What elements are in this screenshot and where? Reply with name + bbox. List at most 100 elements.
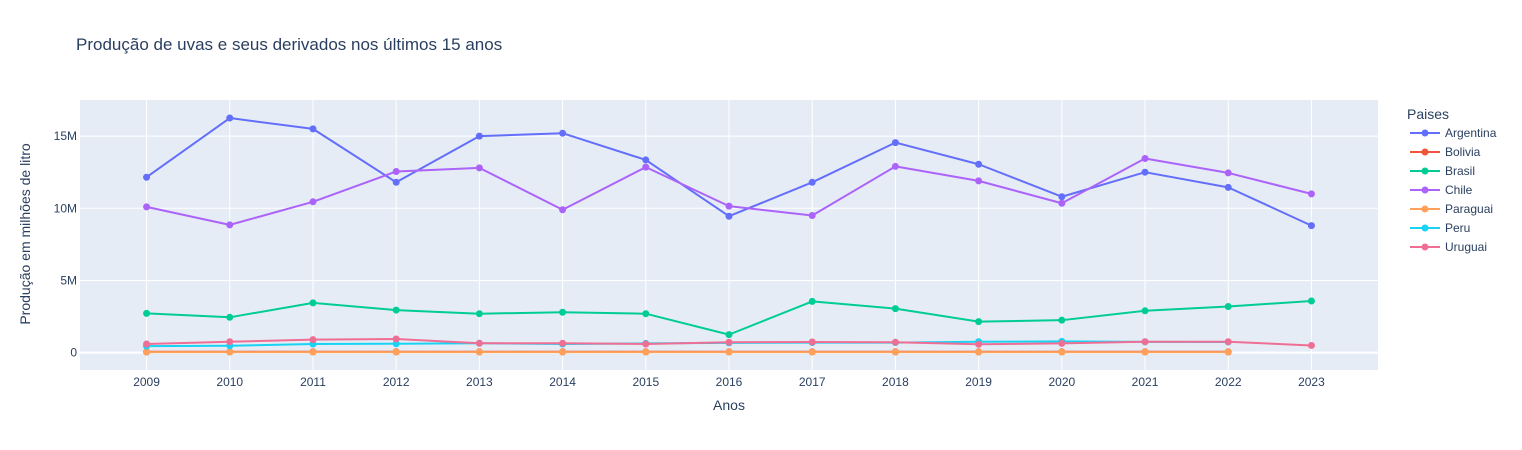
- data-point[interactable]: [143, 173, 151, 181]
- data-point[interactable]: [725, 348, 733, 356]
- data-point[interactable]: [725, 212, 733, 220]
- data-point[interactable]: [1224, 302, 1232, 310]
- data-point[interactable]: [1058, 348, 1066, 356]
- legend-marker-icon: [1421, 148, 1429, 156]
- chart-title: Produção de uvas e seus derivados nos úl…: [76, 35, 502, 54]
- data-point[interactable]: [309, 336, 317, 344]
- data-point[interactable]: [808, 212, 816, 220]
- data-point[interactable]: [226, 348, 234, 356]
- data-point[interactable]: [559, 308, 567, 316]
- data-point[interactable]: [226, 313, 234, 321]
- data-point[interactable]: [1058, 339, 1066, 347]
- legend-item-chile[interactable]: Chile: [1410, 183, 1473, 197]
- data-point[interactable]: [309, 299, 317, 307]
- y-axis-title: Produção em milhões de litro: [17, 143, 33, 325]
- data-point[interactable]: [392, 335, 400, 343]
- data-point[interactable]: [1141, 154, 1149, 162]
- data-point[interactable]: [975, 348, 983, 356]
- data-point[interactable]: [1224, 169, 1232, 177]
- data-point[interactable]: [1307, 190, 1315, 198]
- data-point[interactable]: [808, 348, 816, 356]
- data-point[interactable]: [475, 310, 483, 318]
- legend-item-bolivia[interactable]: Bolivia: [1410, 145, 1481, 159]
- x-tick-labels: 2009 2010 2011 2012 2013 2014 2015 2016 2017 2018…: [133, 375, 1325, 389]
- data-point[interactable]: [891, 139, 899, 147]
- data-point[interactable]: [226, 114, 234, 122]
- data-point[interactable]: [975, 340, 983, 348]
- y-tick-label: 15M: [54, 129, 77, 143]
- data-point[interactable]: [1307, 222, 1315, 230]
- data-point[interactable]: [392, 167, 400, 175]
- data-point[interactable]: [725, 338, 733, 346]
- data-point[interactable]: [1141, 338, 1149, 346]
- data-point[interactable]: [1141, 168, 1149, 176]
- data-point[interactable]: [642, 340, 650, 348]
- data-point[interactable]: [642, 348, 650, 356]
- legend-item-paraguai[interactable]: Paraguai: [1410, 202, 1493, 216]
- data-point[interactable]: [143, 309, 151, 317]
- legend-item-uruguai[interactable]: Uruguai: [1410, 240, 1487, 254]
- data-point[interactable]: [559, 339, 567, 347]
- legend-marker-icon: [1421, 205, 1429, 213]
- data-point[interactable]: [975, 318, 983, 326]
- data-point[interactable]: [725, 331, 733, 339]
- x-tick-label: 2020: [1048, 375, 1075, 389]
- data-point[interactable]: [559, 348, 567, 356]
- legend-items[interactable]: Argentina Bolivia Brasil Chile Paraguai Peru U…: [1410, 126, 1497, 254]
- data-point[interactable]: [891, 348, 899, 356]
- data-point[interactable]: [309, 125, 317, 133]
- data-point[interactable]: [392, 348, 400, 356]
- data-point[interactable]: [1224, 183, 1232, 191]
- data-point[interactable]: [392, 306, 400, 314]
- data-point[interactable]: [1307, 341, 1315, 349]
- legend-item-argentina[interactable]: Argentina: [1410, 126, 1497, 140]
- data-point[interactable]: [559, 206, 567, 214]
- data-point[interactable]: [475, 132, 483, 140]
- x-tick-label: 2019: [965, 375, 992, 389]
- data-point[interactable]: [975, 160, 983, 168]
- data-point[interactable]: [475, 339, 483, 347]
- legend[interactable]: Paises Argentina Bolivia Brasil Chile Paragu…: [1407, 106, 1497, 254]
- data-point[interactable]: [725, 202, 733, 210]
- data-point[interactable]: [808, 338, 816, 346]
- data-point[interactable]: [1141, 348, 1149, 356]
- data-point[interactable]: [891, 338, 899, 346]
- data-point[interactable]: [1307, 297, 1315, 305]
- data-point[interactable]: [1058, 316, 1066, 324]
- data-point[interactable]: [392, 178, 400, 186]
- data-point[interactable]: [143, 348, 151, 356]
- y-tick-label: 10M: [54, 201, 77, 215]
- y-tick-labels: 0 5M 10M 15M: [54, 129, 78, 360]
- data-point[interactable]: [309, 198, 317, 206]
- data-point[interactable]: [226, 338, 234, 346]
- x-tick-label: 2016: [716, 375, 743, 389]
- series-uruguai: [143, 335, 1315, 349]
- data-point[interactable]: [808, 297, 816, 305]
- data-point[interactable]: [891, 162, 899, 170]
- data-point[interactable]: [475, 164, 483, 172]
- data-point[interactable]: [642, 156, 650, 164]
- series-paraguai: [143, 348, 1232, 356]
- data-point[interactable]: [1141, 307, 1149, 315]
- data-point[interactable]: [1224, 338, 1232, 346]
- data-point[interactable]: [642, 163, 650, 171]
- data-point[interactable]: [143, 340, 151, 348]
- data-point[interactable]: [642, 310, 650, 318]
- data-point[interactable]: [309, 348, 317, 356]
- data-point[interactable]: [975, 177, 983, 185]
- data-point[interactable]: [226, 221, 234, 229]
- data-point[interactable]: [559, 129, 567, 137]
- legend-item-brasil[interactable]: Brasil: [1410, 164, 1475, 178]
- data-point[interactable]: [1224, 348, 1232, 356]
- data-point[interactable]: [808, 178, 816, 186]
- x-tick-label: 2023: [1298, 375, 1325, 389]
- data-point[interactable]: [1058, 193, 1066, 201]
- data-point[interactable]: [891, 305, 899, 313]
- x-tick-label: 2011: [300, 375, 326, 389]
- legend-title: Paises: [1407, 106, 1449, 122]
- data-point[interactable]: [475, 348, 483, 356]
- x-tick-label: 2022: [1215, 375, 1242, 389]
- legend-item-peru[interactable]: Peru: [1410, 221, 1470, 235]
- data-point[interactable]: [143, 203, 151, 211]
- data-point[interactable]: [1058, 199, 1066, 207]
